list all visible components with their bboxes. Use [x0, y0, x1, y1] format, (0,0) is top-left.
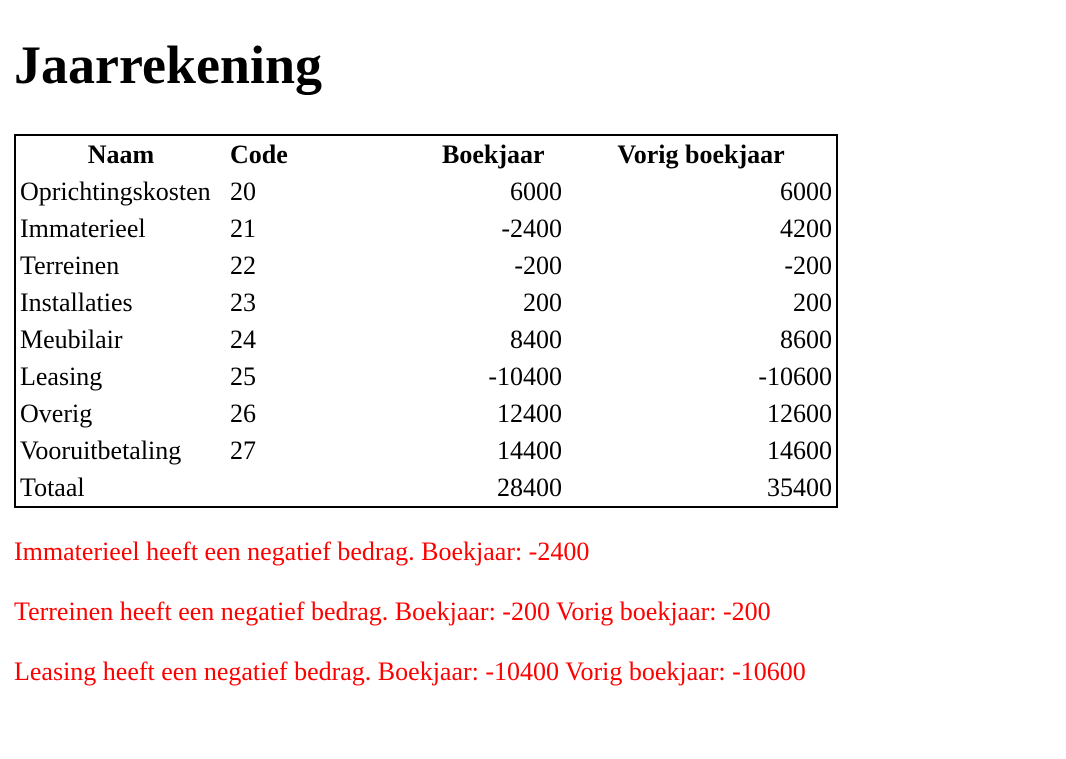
cell-boekjaar: 28400	[497, 473, 562, 502]
warning-message: Terreinen heeft een negatief bedrag. Boe…	[14, 597, 771, 626]
cell-naam: Leasing	[20, 362, 103, 391]
cell-vorig-boekjaar: -200	[784, 251, 832, 280]
cell-code: 22	[230, 251, 256, 280]
cell-vorig-boekjaar: 4200	[780, 214, 832, 243]
cell-boekjaar: -2400	[501, 214, 562, 243]
page-title: Jaarrekening	[14, 35, 322, 95]
table-row: Leasing 25 -10400 -10600	[16, 358, 836, 395]
cell-boekjaar: 6000	[510, 177, 562, 206]
column-header-code: Code	[230, 140, 288, 169]
annual-accounts-table: Naam Code Boekjaar Vorig boekjaar Oprich…	[14, 134, 838, 508]
cell-vorig-boekjaar: -10600	[758, 362, 832, 391]
cell-naam: Installaties	[20, 288, 133, 317]
cell-vorig-boekjaar: 200	[793, 288, 832, 317]
cell-code: 23	[230, 288, 256, 317]
cell-naam: Oprichtingskosten	[20, 177, 211, 206]
cell-vorig-boekjaar: 8600	[780, 325, 832, 354]
cell-vorig-boekjaar: 6000	[780, 177, 832, 206]
cell-naam: Vooruitbetaling	[20, 436, 182, 465]
column-header-naam: Naam	[87, 140, 155, 169]
table-row: Installaties 23 200 200	[16, 284, 836, 321]
table-header-row: Naam Code Boekjaar Vorig boekjaar	[16, 136, 836, 173]
cell-vorig-boekjaar: 35400	[767, 473, 832, 502]
cell-code: 26	[230, 399, 256, 428]
cell-naam: Meubilair	[20, 325, 123, 354]
cell-naam: Immaterieel	[20, 214, 146, 243]
cell-code	[226, 469, 296, 506]
cell-naam: Terreinen	[20, 251, 120, 280]
cell-code: 20	[230, 177, 256, 206]
cell-code: 21	[230, 214, 256, 243]
column-header-vorig-boekjaar: Vorig boekjaar	[617, 140, 785, 169]
table-row-total: Totaal 28400 35400	[16, 469, 836, 506]
cell-boekjaar: 12400	[497, 399, 562, 428]
table-row: Terreinen 22 -200 -200	[16, 247, 836, 284]
column-header-boekjaar: Boekjaar	[442, 140, 545, 169]
table-row: Immaterieel 21 -2400 4200	[16, 210, 836, 247]
cell-code: 27	[230, 436, 256, 465]
cell-boekjaar: -10400	[488, 362, 562, 391]
cell-boekjaar: 8400	[510, 325, 562, 354]
cell-vorig-boekjaar: 14600	[767, 436, 832, 465]
cell-boekjaar: 200	[523, 288, 562, 317]
table-row: Oprichtingskosten 20 6000 6000	[16, 173, 836, 210]
cell-code: 25	[230, 362, 256, 391]
cell-naam: Totaal	[20, 473, 85, 502]
cell-boekjaar: -200	[514, 251, 562, 280]
warning-message: Immaterieel heeft een negatief bedrag. B…	[14, 537, 590, 566]
cell-naam: Overig	[20, 399, 93, 428]
table-row: Vooruitbetaling 27 14400 14600	[16, 432, 836, 469]
warning-message: Leasing heeft een negatief bedrag. Boekj…	[14, 657, 806, 686]
cell-boekjaar: 14400	[497, 436, 562, 465]
table-row: Meubilair 24 8400 8600	[16, 321, 836, 358]
table-row: Overig 26 12400 12600	[16, 395, 836, 432]
cell-code: 24	[230, 325, 256, 354]
cell-vorig-boekjaar: 12600	[767, 399, 832, 428]
